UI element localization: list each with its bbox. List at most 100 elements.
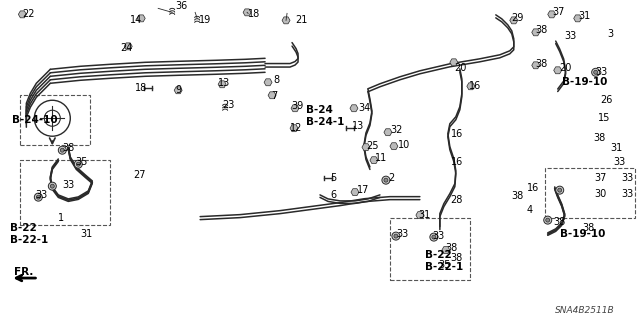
Circle shape [591, 68, 600, 76]
Text: FR.: FR. [14, 267, 34, 277]
Text: 31: 31 [80, 229, 93, 239]
Text: 33: 33 [596, 67, 608, 77]
Polygon shape [370, 157, 378, 164]
Text: B-22: B-22 [10, 223, 37, 233]
Polygon shape [124, 43, 132, 50]
Text: 7: 7 [271, 91, 277, 101]
Polygon shape [532, 29, 540, 36]
Bar [545, 168, 635, 218]
Polygon shape [384, 129, 392, 136]
Text: 18: 18 [248, 9, 260, 19]
Text: 31: 31 [579, 11, 591, 21]
Circle shape [384, 178, 388, 182]
Bar [390, 218, 470, 280]
Text: 23: 23 [222, 100, 234, 110]
Text: 38: 38 [450, 253, 462, 263]
Text: B-24: B-24 [306, 105, 333, 115]
Text: 37: 37 [595, 173, 607, 183]
Polygon shape [350, 105, 358, 112]
Text: 26: 26 [601, 95, 613, 105]
Text: 13: 13 [352, 121, 364, 131]
Polygon shape [362, 144, 370, 151]
Text: 16: 16 [451, 129, 463, 139]
Polygon shape [264, 79, 272, 86]
Text: 14: 14 [130, 15, 143, 25]
Text: 35: 35 [438, 260, 450, 270]
Circle shape [432, 235, 436, 239]
Polygon shape [442, 247, 450, 254]
Polygon shape [450, 59, 458, 66]
Polygon shape [416, 212, 424, 219]
Text: 38: 38 [536, 59, 548, 69]
Circle shape [74, 160, 83, 168]
Circle shape [557, 188, 562, 192]
Text: 24: 24 [120, 43, 132, 53]
Text: 20: 20 [560, 63, 572, 73]
Text: 16: 16 [527, 183, 539, 193]
Text: 38: 38 [445, 243, 457, 253]
Text: 33: 33 [564, 31, 577, 41]
Circle shape [58, 146, 67, 154]
Polygon shape [532, 62, 540, 69]
Circle shape [556, 186, 564, 194]
Text: B-19-10: B-19-10 [562, 77, 607, 87]
Text: 33: 33 [621, 189, 634, 199]
Circle shape [382, 176, 390, 184]
Text: 22: 22 [22, 9, 35, 19]
Text: 38: 38 [512, 191, 524, 201]
Polygon shape [290, 125, 298, 132]
Polygon shape [573, 15, 582, 22]
Circle shape [35, 193, 42, 201]
Polygon shape [548, 11, 556, 18]
Polygon shape [243, 9, 251, 16]
Text: 27: 27 [133, 170, 146, 180]
Text: B-22: B-22 [425, 250, 452, 260]
Text: 38: 38 [594, 133, 606, 143]
Polygon shape [467, 83, 475, 90]
Text: 36: 36 [175, 1, 188, 11]
Text: B-24-1: B-24-1 [306, 117, 344, 127]
Text: 20: 20 [454, 63, 466, 73]
Text: B-24-10: B-24-10 [12, 115, 58, 125]
Text: 9: 9 [175, 85, 181, 95]
Text: B-19-10: B-19-10 [560, 229, 605, 239]
Text: 31: 31 [418, 210, 430, 220]
Text: 33: 33 [62, 180, 74, 190]
Text: 15: 15 [598, 113, 610, 123]
Circle shape [49, 182, 56, 190]
Polygon shape [351, 189, 359, 196]
Text: 21: 21 [295, 15, 307, 25]
Text: 28: 28 [450, 195, 462, 205]
Text: 25: 25 [366, 141, 378, 151]
Text: 38: 38 [62, 143, 74, 153]
Text: 34: 34 [358, 103, 370, 113]
Circle shape [546, 218, 550, 222]
Text: 6: 6 [330, 190, 336, 200]
Text: 12: 12 [290, 123, 303, 133]
Text: 29: 29 [511, 13, 523, 23]
Text: B-22-1: B-22-1 [425, 262, 463, 272]
Text: 35: 35 [76, 157, 88, 167]
Circle shape [394, 234, 398, 238]
Text: 5: 5 [330, 173, 336, 183]
Polygon shape [19, 11, 26, 18]
Text: 39: 39 [291, 101, 303, 111]
Text: SNA4B2511B: SNA4B2511B [555, 306, 614, 315]
Text: 1: 1 [58, 213, 65, 223]
Polygon shape [282, 17, 290, 24]
Text: 33: 33 [432, 231, 444, 241]
Circle shape [392, 232, 400, 240]
Text: 33: 33 [621, 173, 634, 183]
Text: 18: 18 [135, 83, 147, 93]
Text: 16: 16 [469, 81, 481, 91]
Text: 17: 17 [357, 185, 369, 195]
Text: 33: 33 [396, 229, 408, 239]
Circle shape [594, 70, 598, 74]
Text: 38: 38 [554, 217, 566, 227]
Circle shape [60, 148, 64, 152]
Text: 8: 8 [273, 75, 279, 85]
Circle shape [430, 233, 438, 241]
Text: 33: 33 [614, 157, 626, 167]
Circle shape [51, 184, 54, 188]
Circle shape [544, 216, 552, 224]
